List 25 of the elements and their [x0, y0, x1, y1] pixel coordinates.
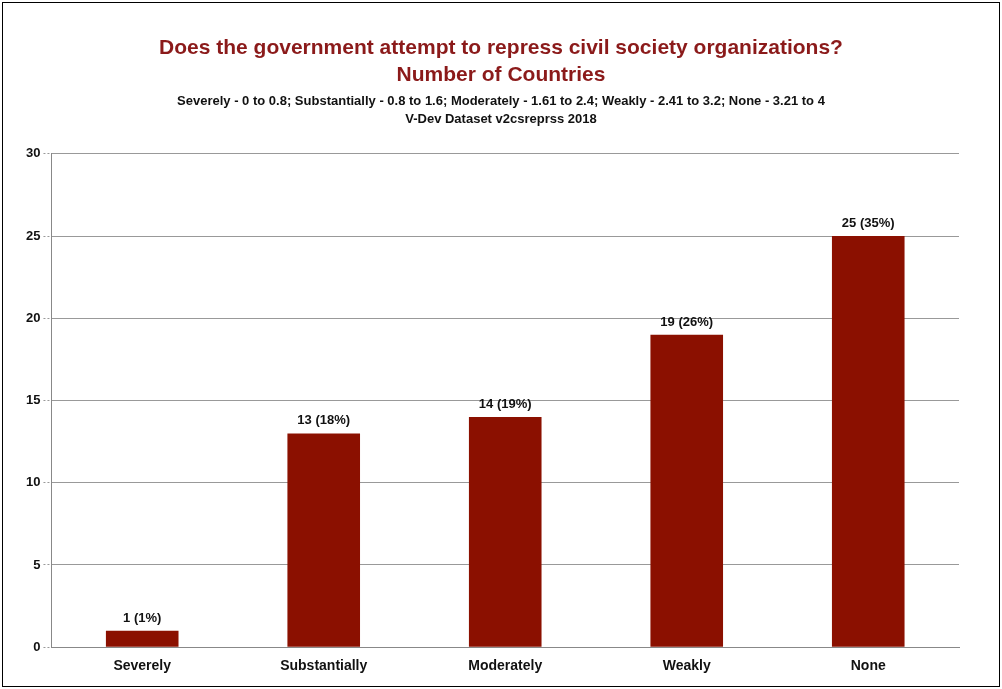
data-label: 14 (19%): [478, 396, 532, 412]
text: V-Dev Dataset v2csreprss 2018: [404, 110, 598, 128]
y-tick-label: 30: [25, 145, 41, 161]
chart-subtitle: Severely - 0 to 0.8; Substantially - 0.8 to 1.6; Moderately - 1.61 to 2.4; Weakly - 2.41 to 3.2; None - 3.21 to 4: [176, 92, 826, 110]
y-tick-label: 25: [25, 227, 41, 243]
x-tick-label: Substantially: [280, 657, 368, 674]
bar: [468, 416, 542, 647]
x-tick-label: None: [850, 657, 886, 674]
data-label: 1 (1%): [123, 609, 162, 625]
chart-title: Does the government attempt to repress civil society organizations? Number of Countries: [158, 34, 844, 87]
y-tick-label: 10: [25, 474, 41, 490]
y-tick-label: 5: [33, 556, 41, 572]
data-label: 19 (26%): [660, 313, 714, 329]
x-tick-label: Moderately: [468, 657, 543, 674]
data-label: 25 (35%): [841, 215, 895, 231]
bar: [287, 433, 361, 647]
x-tick-label: Weakly: [662, 657, 711, 674]
bar: [831, 236, 905, 647]
data-label: 13 (18%): [297, 412, 351, 428]
y-tick-label: 20: [25, 309, 41, 325]
x-tick-label: Severely: [113, 657, 172, 674]
y-tick-label: 0: [33, 638, 41, 654]
y-tick-label: 15: [25, 392, 41, 408]
bar: [105, 630, 179, 647]
bar: [650, 334, 724, 647]
